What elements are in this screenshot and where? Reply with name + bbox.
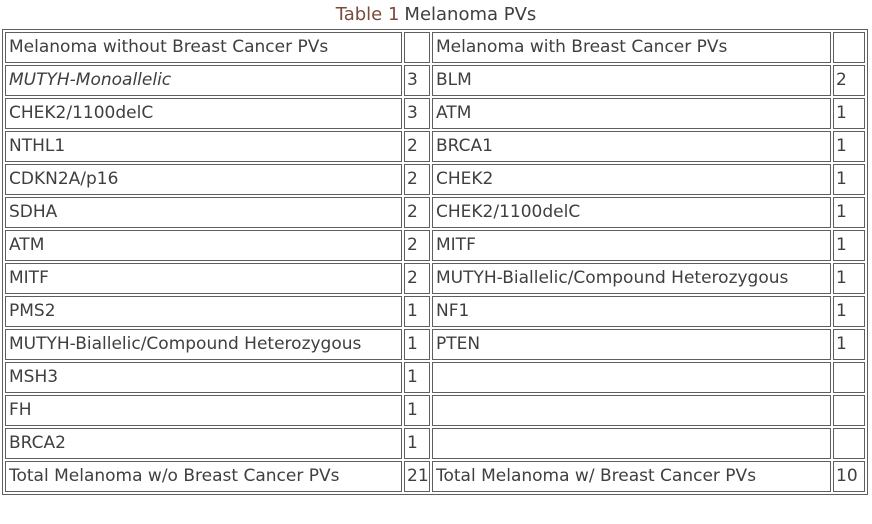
table-row: BRCA2 1 xyxy=(5,428,865,459)
gene-cell: PTEN xyxy=(432,329,831,360)
count-cell: 3 xyxy=(404,65,430,96)
gene-cell: BRCA1 xyxy=(432,131,831,162)
count-cell: 1 xyxy=(833,329,865,360)
table-row: MUTYH-Monoallelic 3 BLM 2 xyxy=(5,65,865,96)
gene-cell xyxy=(432,362,831,393)
gene-cell: ATM xyxy=(5,230,402,261)
left-header-cell: Melanoma without Breast Cancer PVs xyxy=(5,32,402,63)
table-header-row: Melanoma without Breast Cancer PVs Melano… xyxy=(5,32,865,63)
count-cell: 2 xyxy=(404,230,430,261)
table-row: MUTYH-Biallelic/Compound Heterozygous 1 PT… xyxy=(5,329,865,360)
count-cell: 2 xyxy=(404,197,430,228)
count-cell: 3 xyxy=(404,98,430,129)
count-cell: 1 xyxy=(833,131,865,162)
gene-cell xyxy=(432,428,831,459)
gene-cell: BLM xyxy=(432,65,831,96)
gene-cell: SDHA xyxy=(5,197,402,228)
count-cell: 1 xyxy=(833,164,865,195)
count-cell xyxy=(833,395,865,426)
table-row: SDHA 2 CHEK2/1100delC 1 xyxy=(5,197,865,228)
gene-cell: NTHL1 xyxy=(5,131,402,162)
count-cell: 2 xyxy=(404,263,430,294)
count-cell xyxy=(833,362,865,393)
table-caption-label: Table 1 xyxy=(335,4,400,25)
gene-cell: MUTYH-Biallelic/Compound Heterozygous xyxy=(432,263,831,294)
gene-cell: MITF xyxy=(432,230,831,261)
count-cell xyxy=(833,428,865,459)
table-row: MSH3 1 xyxy=(5,362,865,393)
count-cell: 1 xyxy=(833,98,865,129)
gene-cell: BRCA2 xyxy=(5,428,402,459)
table-row: FH 1 xyxy=(5,395,865,426)
gene-cell: NF1 xyxy=(432,296,831,327)
gene-cell: FH xyxy=(5,395,402,426)
count-cell: 1 xyxy=(833,263,865,294)
gene-cell: PMS2 xyxy=(5,296,402,327)
count-cell: 1 xyxy=(833,230,865,261)
count-cell: 1 xyxy=(833,197,865,228)
total-count-cell: 10 xyxy=(833,461,865,492)
table-total-row: Total Melanoma w/o Breast Cancer PVs 21 To… xyxy=(5,461,865,492)
total-label-cell: Total Melanoma w/o Breast Cancer PVs xyxy=(5,461,402,492)
melanoma-pvs-table: Melanoma without Breast Cancer PVs Melano… xyxy=(2,29,868,495)
left-header-count-cell xyxy=(404,32,430,63)
right-header-count-cell xyxy=(833,32,865,63)
table-row: CHEK2/1100delC 3 ATM 1 xyxy=(5,98,865,129)
right-header-cell: Melanoma with Breast Cancer PVs xyxy=(432,32,831,63)
total-count-cell: 21 xyxy=(404,461,430,492)
table-body: Melanoma without Breast Cancer PVs Melano… xyxy=(5,32,865,492)
count-cell: 1 xyxy=(404,395,430,426)
gene-cell xyxy=(432,395,831,426)
gene-cell: CDKN2A/p16 xyxy=(5,164,402,195)
count-cell: 1 xyxy=(404,329,430,360)
gene-cell: MUTYH-Biallelic/Compound Heterozygous xyxy=(5,329,402,360)
count-cell: 1 xyxy=(404,362,430,393)
gene-cell: CHEK2/1100delC xyxy=(432,197,831,228)
table-row: CDKN2A/p16 2 CHEK2 1 xyxy=(5,164,865,195)
count-cell: 2 xyxy=(404,164,430,195)
gene-cell: ATM xyxy=(432,98,831,129)
gene-cell: MITF xyxy=(5,263,402,294)
count-cell: 1 xyxy=(404,428,430,459)
count-cell: 1 xyxy=(404,296,430,327)
gene-cell: CHEK2 xyxy=(432,164,831,195)
total-label-cell: Total Melanoma w/ Breast Cancer PVs xyxy=(432,461,831,492)
table-caption-title: Melanoma PVs xyxy=(404,4,537,25)
table-caption: Table 1 Melanoma PVs xyxy=(0,0,872,29)
table-row: ATM 2 MITF 1 xyxy=(5,230,865,261)
gene-cell: CHEK2/1100delC xyxy=(5,98,402,129)
count-cell: 2 xyxy=(833,65,865,96)
gene-cell: MUTYH-Monoallelic xyxy=(5,65,402,96)
table-row: NTHL1 2 BRCA1 1 xyxy=(5,131,865,162)
count-cell: 1 xyxy=(833,296,865,327)
table-row: MITF 2 MUTYH-Biallelic/Compound Heterozygo… xyxy=(5,263,865,294)
table-row: PMS2 1 NF1 1 xyxy=(5,296,865,327)
count-cell: 2 xyxy=(404,131,430,162)
gene-cell: MSH3 xyxy=(5,362,402,393)
